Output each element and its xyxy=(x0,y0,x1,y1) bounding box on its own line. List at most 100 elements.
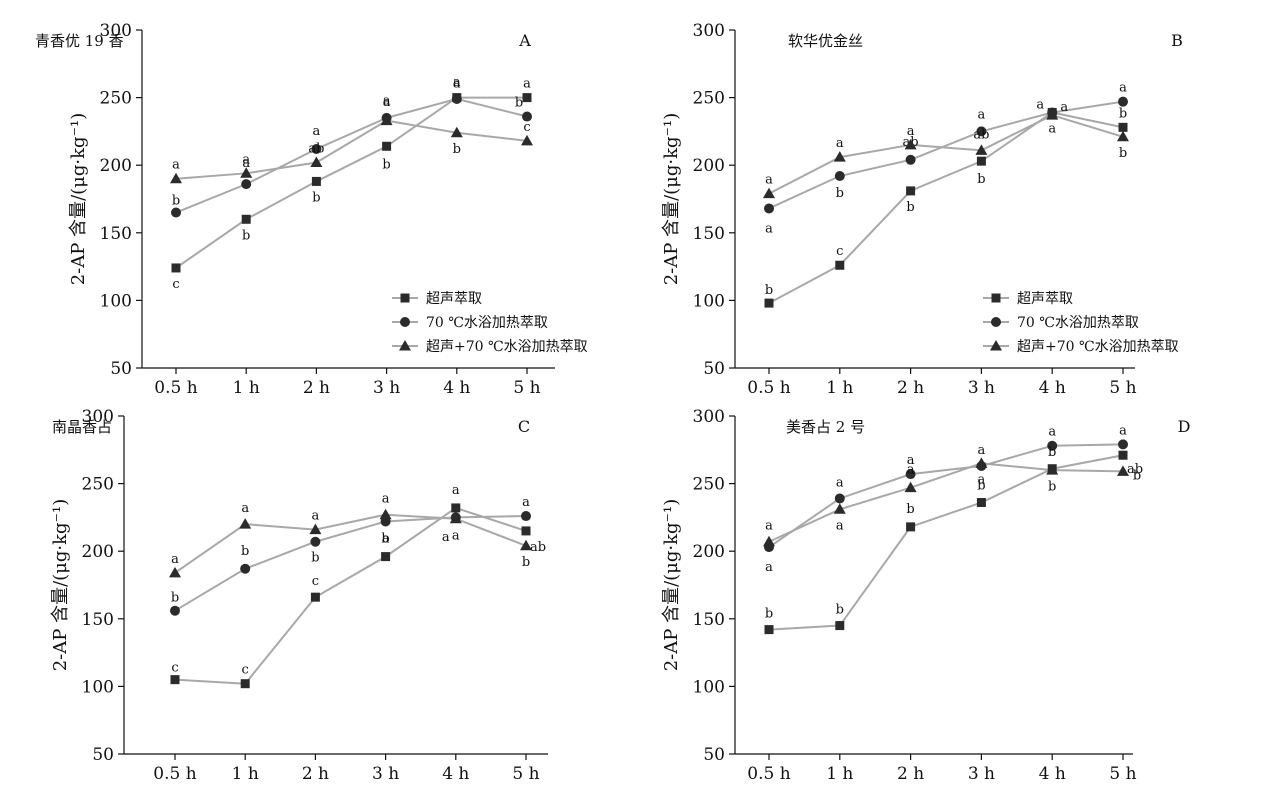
significance-label: a xyxy=(242,152,250,167)
x-tick-label: 2 h xyxy=(303,378,330,398)
y-tick-label: 250 xyxy=(693,89,725,109)
series-line-circle xyxy=(768,100,1124,210)
x-tick-label: 3 h xyxy=(968,764,995,784)
legend-marker-square xyxy=(991,293,1001,303)
significance-label: b xyxy=(381,531,389,546)
y-tick-label: 150 xyxy=(100,224,132,244)
panel-letter: A xyxy=(518,31,531,50)
data-point-square xyxy=(764,625,774,635)
significance-label: a xyxy=(836,518,844,533)
data-point-square xyxy=(906,522,916,532)
significance-label: b xyxy=(515,96,523,111)
series-line-triangle xyxy=(768,114,1124,195)
chart-panel-b: 50 100 150 200 250 300 0.5 h 1 h 2 h 3 h 4 h 5 h 2-A… xyxy=(661,21,1183,398)
significance-label: ab xyxy=(308,141,324,156)
significance-label: b xyxy=(171,591,179,606)
data-point-triangle xyxy=(975,144,988,155)
significance-label: a xyxy=(382,492,390,507)
x-tick-label: 1 h xyxy=(232,764,259,784)
significance-label: b xyxy=(836,186,844,201)
significance-label: c xyxy=(836,244,843,259)
data-point-circle xyxy=(311,143,322,154)
significance-label: c xyxy=(171,661,178,676)
significance-label: a xyxy=(313,124,321,139)
y-tick-label: 100 xyxy=(693,291,725,311)
data-point-square xyxy=(171,263,181,273)
significance-label: a xyxy=(907,463,915,478)
data-point-square xyxy=(310,592,320,602)
x-tick-label: 3 h xyxy=(372,764,399,784)
data-point-triangle xyxy=(309,523,322,535)
y-tick-label: 100 xyxy=(693,677,725,697)
significance-label: b xyxy=(1119,146,1127,161)
significance-label: a xyxy=(442,530,450,545)
data-point-triangle xyxy=(239,518,252,529)
significance-label: c xyxy=(523,120,530,135)
significance-label: a xyxy=(907,453,915,468)
panel-title: 美香占 2 号 xyxy=(786,418,865,436)
significance-label: a xyxy=(242,156,250,171)
significance-label: a xyxy=(383,94,391,109)
significance-label: b xyxy=(1048,445,1056,460)
x-tick-label: 0.5 h xyxy=(747,378,790,398)
data-point-square xyxy=(764,298,774,308)
significance-label: b xyxy=(453,142,461,157)
data-point-triangle xyxy=(521,134,533,146)
x-tick-label: 3 h xyxy=(373,378,400,398)
data-point-triangle xyxy=(450,126,463,138)
y-tick-label: 300 xyxy=(100,21,132,41)
significance-label: ab xyxy=(973,127,989,142)
y-tick-label: 100 xyxy=(82,677,114,697)
significance-label: b xyxy=(311,551,319,566)
x-tick-label: 2 h xyxy=(897,378,924,398)
data-point-square xyxy=(241,214,251,224)
x-tick-label: 4 h xyxy=(442,764,469,784)
y-tick-label: 150 xyxy=(693,224,725,244)
x-tick-label: 2 h xyxy=(302,764,329,784)
x-tick-label: 3 h xyxy=(968,378,995,398)
significance-label: a xyxy=(312,509,320,524)
series-line-circle xyxy=(175,97,528,214)
x-tick-label: 4 h xyxy=(1039,378,1066,398)
data-point-triangle xyxy=(1117,465,1129,476)
data-point-triangle xyxy=(1046,109,1059,120)
series-line-triangle xyxy=(174,513,527,574)
y-tick-label: 100 xyxy=(100,291,132,311)
significance-label: c xyxy=(312,574,319,589)
data-point-triangle xyxy=(449,512,462,524)
significance-label: a xyxy=(453,75,461,90)
data-point-triangle xyxy=(763,187,775,199)
significance-label: a xyxy=(241,501,249,516)
legend-marker-triangle xyxy=(399,340,411,351)
significance-label: b xyxy=(382,157,390,172)
significance-label: a xyxy=(1048,425,1056,440)
series-line-square xyxy=(174,506,527,685)
significance-label: ab xyxy=(1127,462,1143,477)
significance-label: a xyxy=(1060,100,1068,115)
x-tick-label: 4 h xyxy=(1039,764,1066,784)
y-tick-label: 50 xyxy=(703,359,725,379)
y-axis-label: 2-AP 含量/(μg·kg⁻¹) xyxy=(68,113,89,286)
significance-label: ab xyxy=(530,540,546,555)
panel-title: 南晶香占 xyxy=(52,418,112,436)
significance-label: a xyxy=(978,443,986,458)
x-tick-label: 0.5 h xyxy=(747,764,790,784)
y-axis-label: 2-AP 含量/(μg·kg⁻¹) xyxy=(50,499,71,672)
data-point-circle xyxy=(1047,440,1058,451)
significance-label: b xyxy=(241,544,249,559)
significance-label: a xyxy=(1036,97,1044,112)
significance-label: c xyxy=(172,277,179,292)
series-line-circle xyxy=(174,515,527,612)
data-point-square xyxy=(906,186,916,196)
x-tick-label: 2 h xyxy=(897,764,924,784)
data-point-circle xyxy=(170,605,180,616)
data-point-circle xyxy=(310,536,321,547)
significance-label: a xyxy=(1048,121,1056,136)
panel-title: 青香优 19 香 xyxy=(35,32,124,50)
legend-marker-square xyxy=(400,293,410,303)
x-tick-label: 1 h xyxy=(233,378,260,398)
series-line-square xyxy=(768,454,1124,631)
y-axis-label: 2-AP 含量/(μg·kg⁻¹) xyxy=(661,113,682,286)
